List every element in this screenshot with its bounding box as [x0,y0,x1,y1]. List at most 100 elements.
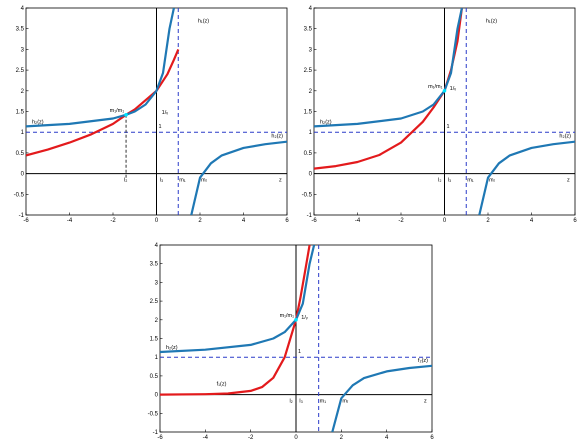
x-tick-label: 6 [285,218,289,224]
x-tick-label: 0 [155,218,159,224]
m1-label: m₁ [320,399,327,405]
series-line-3 [331,364,432,432]
h2-right-label: h₂(z) [271,134,283,140]
h2-right-label: f₂(z) [418,358,428,364]
m-ratio-label: m₁/m₁ [110,108,125,114]
y-tick-label: 2 [309,89,313,95]
inverse-v-label: 1/ᵥ [450,86,457,92]
y-tick-label: 0 [21,172,25,178]
y-tick-label: 2.5 [304,68,313,74]
intersection-point [294,318,298,322]
m1-label: m₁ [467,178,474,184]
intersection-point [442,89,447,93]
x-tick-label: -4 [203,435,209,441]
h2-right-label: h₂(z) [559,134,571,140]
y-tick-label: -1 [19,213,25,219]
h2-label: h₂(z) [166,345,178,351]
y-tick-label: 0 [155,393,159,399]
z-axis-label: z [567,178,570,184]
x-tick-label: 2 [486,218,490,224]
series-line-3 [190,140,287,215]
l3-label: l₃ [448,178,451,184]
y-tick-label: 0.5 [150,374,159,380]
y-tick-label: 0 [309,172,313,178]
y-tick-label: -0.5 [14,192,25,198]
series-line-2 [314,8,463,128]
h2-label: h₂(z) [320,119,332,125]
l2-label: l₂ [124,178,127,184]
y-tick-label: 3 [21,47,25,53]
x-tick-label: -4 [355,218,361,224]
y-tick-label: 1.5 [150,337,159,343]
x-tick-label: -6 [23,218,29,224]
y-tick-label: 0.5 [16,151,25,157]
m-ratio-label: m₁/m₁ [280,313,295,319]
mr-label: mᵣ [489,178,496,184]
m1-label: m₁ [179,178,186,184]
chart-panel-3: -6 -4 -2 0 2 4 6 -1 -0.5 0 0.5 1 1.5 2 2.5 3 3.5 4 h₂(z) f₂… [148,243,435,441]
y-tick-label: 1.5 [304,110,313,116]
series-line-1 [160,245,311,396]
y-tick-label: 1.5 [16,110,25,116]
x-tick-label: 4 [530,218,534,224]
inverse-v-label: 1/ᵥ [162,110,169,116]
y-tick-label: 3 [155,280,159,286]
m-ratio-label: m₁/m₁ [428,84,443,90]
x-tick-label: 6 [430,435,434,441]
x-tick-label: -6 [157,435,163,441]
y-tick-label: 1 [155,355,159,361]
y-tick-label: 3.5 [304,27,313,33]
x-tick-label: 4 [385,435,389,441]
h2-label: h₂(z) [32,119,44,125]
mr-label: mᵣ [342,399,349,405]
x-tick-label: -6 [311,218,317,224]
z-axis-label: z [279,178,282,184]
intersection-point [124,113,128,117]
x-tick-label: -2 [248,435,254,441]
y-tick-label: 3.5 [150,262,159,268]
series-line-3 [478,140,575,215]
x-tick-label: -2 [398,218,404,224]
y-tick-label: -1 [307,213,313,219]
series-line-2 [26,8,175,128]
y-tick-label: 3 [309,47,313,53]
y-tick-label: 1 [309,130,313,136]
inverse-v-label: 1/ᵥ [301,315,308,321]
h1-label: h₁(z) [486,18,497,24]
y-tick-label: 1 [21,130,25,136]
y-tick-label: 4 [309,6,313,12]
x-tick-label: 0 [443,218,447,224]
y-tick-label: 3.5 [16,27,25,33]
h1-label: h₁(z) [198,18,209,24]
one-label: 1 [159,124,162,130]
z-axis-label: z [424,399,427,405]
y-tick-label: 2 [155,318,159,324]
chart-panel-2: -6 -4 -2 0 2 4 6 -1 -0.5 0 0.5 1 1.5 2 2.5 3 3.5 4 h₂(z) h₂… [302,6,578,224]
x-tick-label: 0 [294,435,298,441]
l2-label: l₂ [438,178,441,184]
l2-label: l₂ [289,399,292,405]
series-line-1 [26,48,180,157]
y-tick-label: 2.5 [16,68,25,74]
y-tick-label: 0.5 [304,151,313,157]
x-tick-label: 4 [242,218,246,224]
y-tick-label: 2.5 [150,299,159,305]
y-tick-label: 2 [21,89,25,95]
y-tick-label: -0.5 [302,192,313,198]
h1-label: f₁(z) [217,381,227,387]
x-tick-label: -2 [110,218,116,224]
chart-panel-1: -6 -4 -2 0 2 4 6 -1 -0.5 0 0.5 1 1.5 2 2.5 3 3.5 4 h₂(z) h₂… [14,6,290,224]
one-label: 1 [447,124,450,130]
x-tick-label: 2 [198,218,202,224]
series-line-2 [160,245,316,354]
y-tick-label: -0.5 [148,411,159,417]
l3-label: l₃ [299,399,302,405]
mr-label: mᵣ [201,178,208,184]
x-tick-label: 6 [573,218,577,224]
y-tick-label: -1 [153,430,159,436]
l3-label: l₃ [160,178,163,184]
x-tick-label: 2 [340,435,344,441]
y-tick-label: 4 [21,6,25,12]
y-tick-label: 4 [155,243,159,249]
